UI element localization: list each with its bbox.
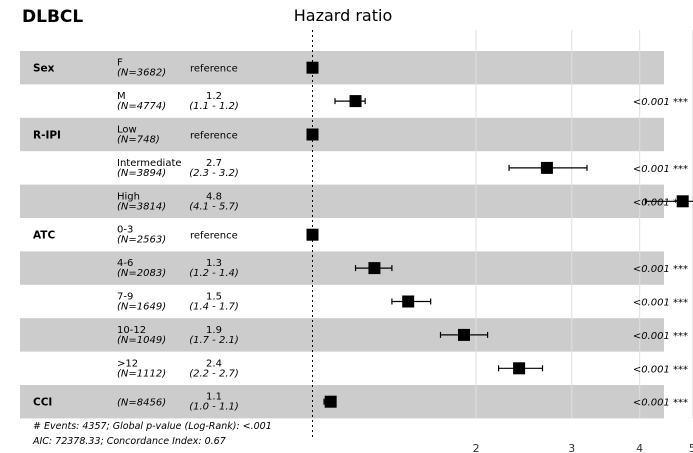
point-estimate [540, 161, 553, 174]
point-estimate [324, 395, 337, 408]
p-value: <0.001 *** [633, 197, 688, 208]
x-tick-label: 4 [636, 442, 643, 453]
level-label: >12 [117, 358, 138, 369]
row-bands [20, 51, 664, 419]
row-band [20, 51, 664, 85]
n-label: (N=4774) [117, 101, 166, 112]
hr-value: reference [190, 131, 238, 142]
ci-value: (4.1 - 5.7) [189, 201, 239, 212]
p-value: <0.001 *** [633, 331, 688, 342]
x-tick-label: 3 [568, 442, 575, 453]
chart-title: DLBCL [22, 7, 83, 27]
n-label: (N=8456) [117, 398, 166, 409]
row-band [20, 117, 664, 152]
level-label: Low [117, 125, 137, 136]
forest-row: R-IPI Low(N=748) reference [33, 125, 319, 146]
n-label: (N=3814) [117, 201, 166, 212]
point-estimate [349, 95, 362, 108]
p-value: <0.001 *** [633, 164, 688, 175]
variable-label: R-IPI [33, 130, 61, 142]
point-estimate [306, 128, 319, 141]
forest-row: High(N=3814) 4.8(4.1 - 5.7) <0.001 *** [117, 191, 693, 212]
ci-value: (1.1 - 1.2) [189, 101, 239, 112]
ci-value: (1.0 - 1.1) [189, 402, 239, 413]
variable-label: ATC [33, 230, 55, 242]
hr-value: reference [190, 231, 238, 242]
forest-row: CCI (N=8456) 1.1(1.0 - 1.1) <0.001 *** [33, 392, 688, 413]
level-label: 4-6 [117, 258, 133, 269]
row-band [20, 251, 664, 285]
x-tick-label: 2 [473, 442, 480, 453]
x-tick-label: 5 [689, 442, 693, 453]
level-label: Intermediate [117, 158, 182, 169]
n-label: (N=1112) [117, 368, 166, 379]
p-value: <0.001 *** [633, 298, 688, 309]
forest-row: Sex F(N=3682) reference [33, 58, 319, 79]
point-estimate [306, 61, 319, 74]
hr-value: 1.2 [206, 91, 222, 102]
level-label: M [117, 91, 126, 102]
n-label: (N=748) [117, 135, 160, 146]
p-value: <0.001 *** [633, 398, 688, 409]
hr-value: 1.5 [206, 292, 222, 303]
x-axis-label: Hazard ratio [294, 6, 392, 25]
point-estimate [402, 295, 415, 308]
row-band [20, 385, 664, 419]
forest-row: ATC 0-3(N=2563) reference [33, 225, 319, 246]
n-label: (N=2083) [117, 268, 166, 279]
forest-row: Intermediate(N=3894) 2.7(2.3 - 3.2) <0.001… [117, 158, 688, 179]
n-label: (N=3682) [117, 68, 166, 79]
p-value: <0.001 *** [633, 97, 688, 108]
ci-value: (1.7 - 2.1) [189, 335, 239, 346]
ci-value: (1.4 - 1.7) [189, 302, 239, 313]
level-label: 0-3 [117, 225, 133, 236]
point-estimate [457, 328, 470, 341]
n-label: (N=1049) [117, 335, 166, 346]
row-band [20, 184, 664, 218]
hr-value: 4.8 [206, 191, 222, 202]
point-estimate [368, 262, 381, 275]
level-label: F [117, 58, 123, 69]
hr-value: 2.4 [206, 358, 222, 369]
p-value: <0.001 *** [633, 264, 688, 275]
hr-value: 1.1 [206, 392, 222, 403]
hr-value: 1.9 [206, 325, 222, 336]
ci-value: (2.2 - 2.7) [189, 368, 239, 379]
forest-row: M(N=4774) 1.2(1.1 - 1.2) <0.001 *** [117, 91, 688, 112]
hr-value: 2.7 [206, 158, 222, 169]
p-value: <0.001 *** [633, 364, 688, 375]
forest-row: 7-9(N=1649) 1.5(1.4 - 1.7) <0.001 *** [117, 292, 688, 313]
level-label: 7-9 [117, 292, 133, 303]
hr-value: 1.3 [206, 258, 222, 269]
point-estimate [513, 362, 526, 375]
n-label: (N=1649) [117, 302, 166, 313]
ci-value: (2.3 - 3.2) [189, 168, 239, 179]
footer-events: # Events: 4357; Global p-value (Log-Rank… [33, 421, 272, 432]
forest-row: 10-12(N=1049) 1.9(1.7 - 2.1) <0.001 *** [117, 325, 688, 346]
footer-aic: AIC: 72378.33; Concordance Index: 0.67 [32, 436, 226, 447]
gridlines [475, 30, 693, 419]
n-label: (N=2563) [117, 235, 166, 246]
row-band [20, 318, 664, 352]
n-label: (N=3894) [117, 168, 166, 179]
hr-value: reference [190, 64, 238, 75]
point-estimate [676, 195, 689, 208]
level-label: 10-12 [117, 325, 146, 336]
x-axis-ticks: 234567 [473, 442, 693, 453]
level-label: High [117, 191, 140, 202]
forest-row: >12(N=1112) 2.4(2.2 - 2.7) <0.001 *** [117, 358, 688, 379]
ci-value: (1.2 - 1.4) [189, 268, 239, 279]
rows: Sex F(N=3682) reference M(N=4774) 1.2(1.1 - … [33, 58, 693, 413]
variable-label: CCI [33, 397, 52, 409]
variable-label: Sex [33, 63, 55, 75]
point-estimate [306, 228, 319, 241]
forest-row: 4-6(N=2083) 1.3(1.2 - 1.4) <0.001 *** [117, 258, 688, 279]
